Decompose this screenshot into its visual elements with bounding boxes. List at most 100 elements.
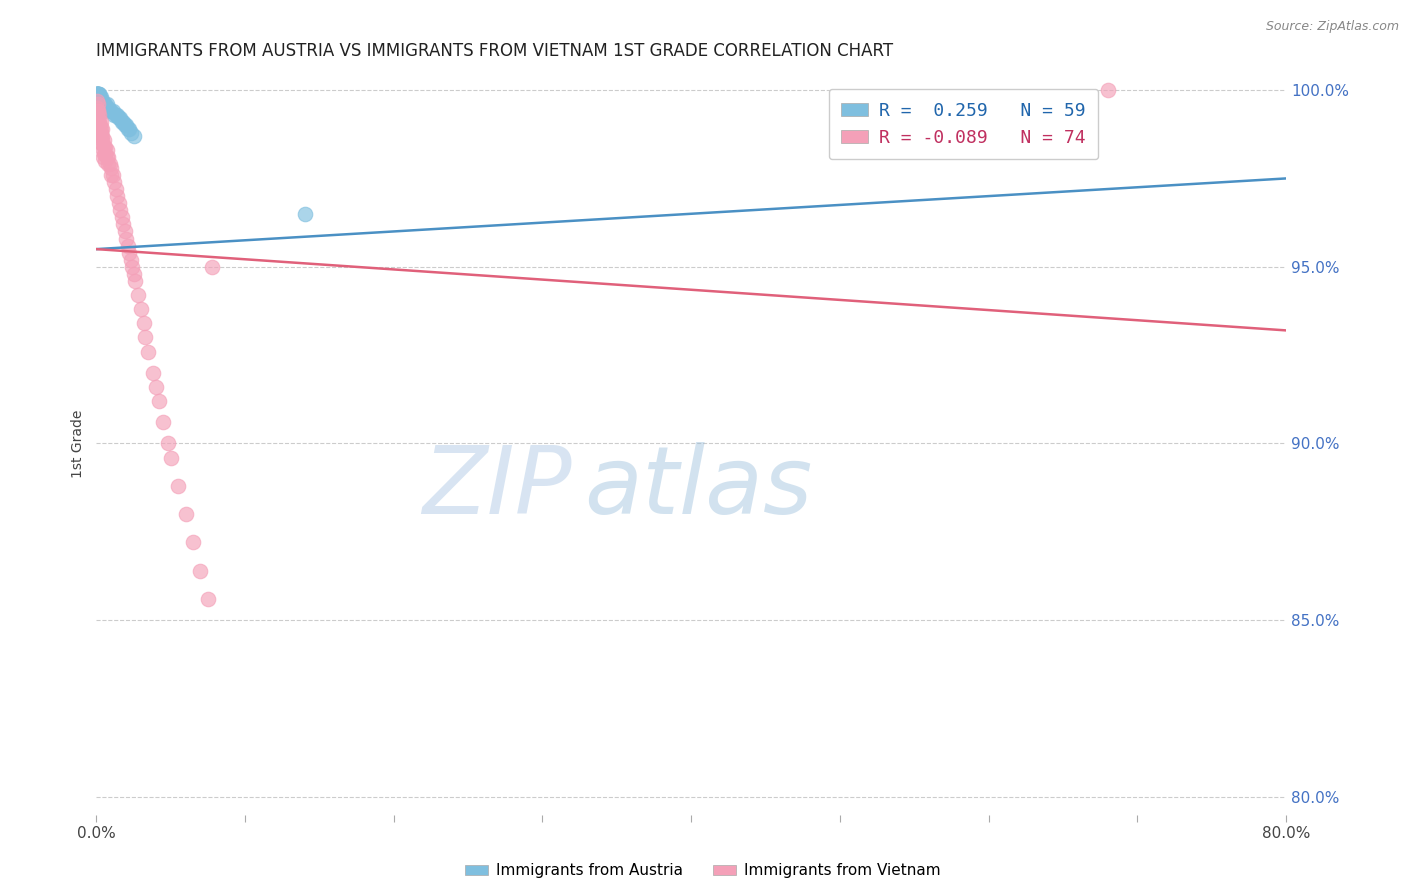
Point: [107, 196, 129, 211]
Point: [120, 126, 142, 140]
Point: [91, 97, 114, 112]
Point: [111, 211, 134, 225]
Point: [96, 97, 118, 112]
Point: [87, 87, 110, 101]
Point: [112, 218, 135, 232]
Point: [89, 94, 111, 108]
Point: [115, 119, 138, 133]
Point: [90, 129, 112, 144]
Point: [90, 115, 112, 129]
Point: [97, 157, 120, 171]
Point: [90, 122, 112, 136]
Point: [117, 238, 139, 252]
Point: [108, 112, 131, 126]
Point: [94, 153, 117, 168]
Point: [89, 126, 111, 140]
Point: [86, 87, 108, 101]
Point: [89, 108, 111, 122]
Point: [122, 129, 145, 144]
Point: [114, 119, 136, 133]
Point: [104, 182, 127, 196]
Point: [91, 122, 114, 136]
Point: [87, 90, 110, 104]
Point: [103, 175, 125, 189]
Point: [181, 535, 204, 549]
Point: [86, 87, 108, 101]
Point: [87, 119, 110, 133]
Point: [89, 94, 111, 108]
Point: [114, 224, 136, 238]
Point: [87, 94, 110, 108]
Point: [87, 90, 110, 104]
Point: [87, 112, 110, 126]
Point: [86, 87, 108, 101]
Point: [127, 288, 149, 302]
Point: [98, 104, 121, 119]
Point: [91, 104, 114, 119]
Point: [197, 591, 219, 606]
Point: [91, 101, 114, 115]
Text: ZIP: ZIP: [423, 442, 572, 533]
Point: [101, 168, 124, 182]
Point: [159, 450, 181, 465]
Point: [91, 136, 114, 150]
Point: [100, 168, 122, 182]
Point: [91, 150, 114, 164]
Point: [86, 87, 108, 101]
Point: [94, 146, 117, 161]
Point: [91, 143, 114, 157]
Point: [112, 115, 135, 129]
Point: [87, 87, 110, 101]
Point: [107, 112, 129, 126]
Point: [117, 122, 139, 136]
Point: [87, 126, 110, 140]
Point: [120, 252, 142, 267]
Point: [90, 101, 112, 115]
Point: [96, 143, 118, 157]
Point: [93, 97, 115, 112]
Point: [190, 564, 212, 578]
Point: [174, 507, 197, 521]
Point: [100, 104, 122, 119]
Point: [138, 344, 160, 359]
Point: [142, 366, 165, 380]
Legend: Immigrants from Austria, Immigrants from Vietnam: Immigrants from Austria, Immigrants from…: [460, 857, 946, 884]
Text: atlas: atlas: [583, 442, 813, 533]
Point: [94, 101, 117, 115]
Point: [145, 380, 167, 394]
Point: [87, 104, 110, 119]
Point: [89, 90, 111, 104]
Point: [115, 231, 138, 245]
Point: [122, 267, 145, 281]
Point: [87, 104, 110, 119]
Point: [87, 94, 110, 108]
Point: [105, 108, 128, 122]
Point: [93, 139, 115, 153]
Point: [89, 119, 111, 133]
Point: [156, 436, 179, 450]
Point: [93, 101, 115, 115]
Point: [87, 90, 110, 104]
Point: [101, 104, 124, 119]
Point: [97, 150, 120, 164]
Text: IMMIGRANTS FROM AUSTRIA VS IMMIGRANTS FROM VIETNAM 1ST GRADE CORRELATION CHART: IMMIGRANTS FROM AUSTRIA VS IMMIGRANTS FR…: [97, 42, 893, 60]
Point: [90, 126, 112, 140]
Point: [86, 87, 108, 101]
Point: [86, 108, 108, 122]
Point: [90, 136, 112, 150]
Point: [129, 302, 152, 317]
Point: [201, 260, 224, 274]
Point: [167, 479, 190, 493]
Point: [86, 87, 108, 101]
Point: [111, 115, 134, 129]
Point: [94, 139, 117, 153]
Point: [148, 394, 170, 409]
Point: [87, 97, 110, 112]
Point: [89, 90, 111, 104]
Point: [87, 87, 110, 101]
Point: [89, 122, 111, 136]
Point: [90, 90, 112, 104]
Point: [90, 97, 112, 112]
Point: [91, 94, 114, 108]
Point: [87, 97, 110, 112]
